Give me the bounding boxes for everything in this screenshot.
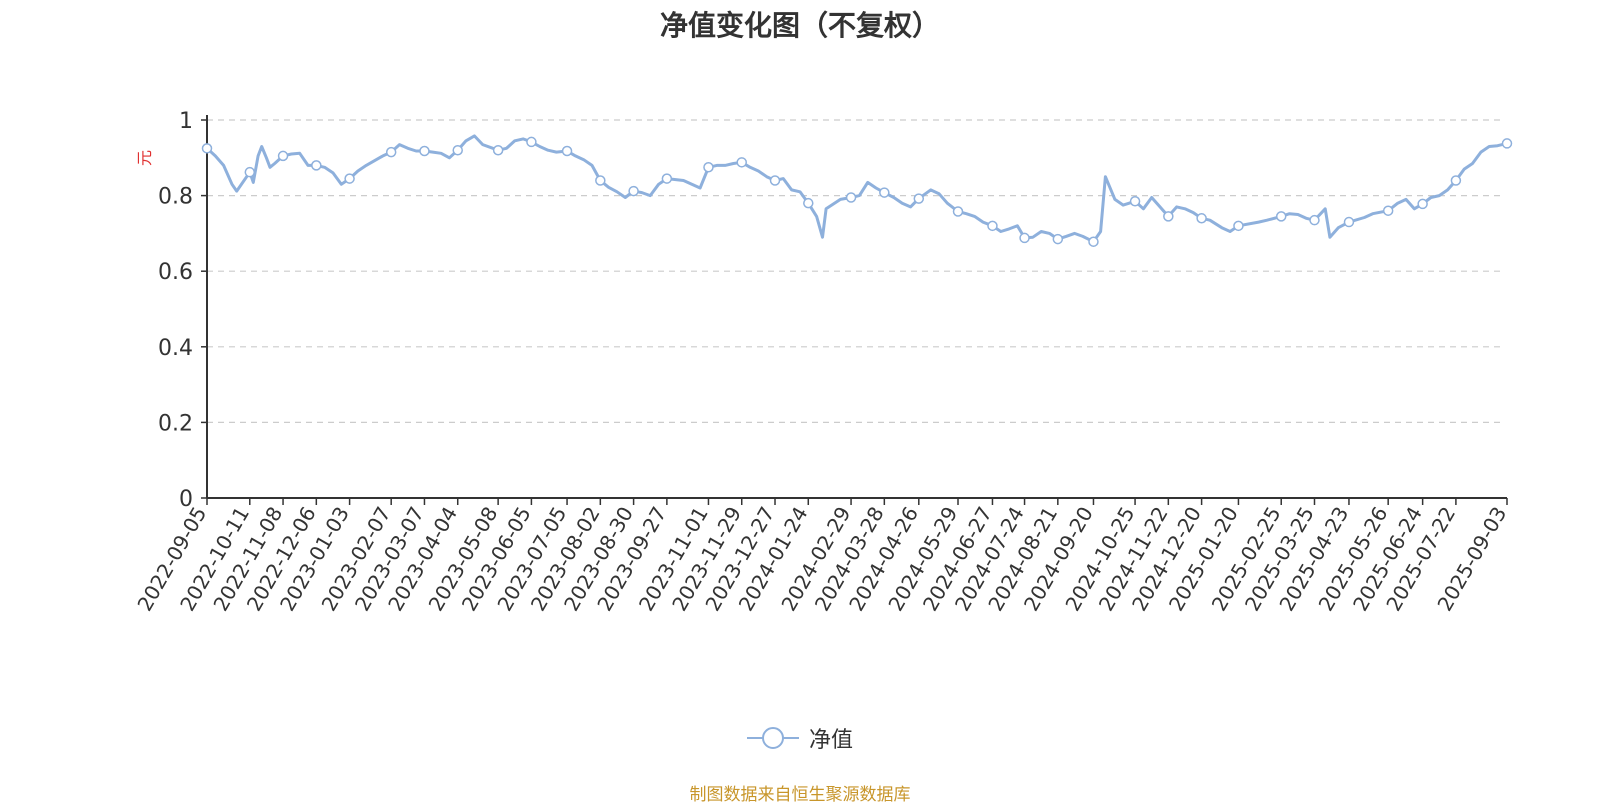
data-point-marker: [952, 206, 964, 217]
y-axis-unit: 元: [135, 150, 154, 166]
source-note: 制图数据来自恒生聚源数据库: [689, 785, 911, 805]
data-point-marker: [703, 162, 714, 173]
y-tick-label: 0.6: [158, 260, 193, 285]
chart-title: 净值变化图（不复权）: [659, 9, 940, 42]
y-tick-label: 0.2: [158, 411, 193, 436]
data-point-marker: [1129, 196, 1141, 207]
data-point-marker: [1196, 213, 1207, 224]
data-point-marker: [526, 136, 537, 148]
data-point-marker: [452, 144, 463, 156]
data-point-marker: [492, 144, 504, 156]
data-point-marker: [1052, 233, 1064, 245]
series-layer: [205, 134, 1508, 244]
data-point-marker: [311, 160, 322, 171]
y-tick-label: 0: [179, 487, 193, 512]
data-point-marker: [1275, 211, 1287, 222]
data-point-marker: [661, 173, 673, 184]
data-point-marker: [1309, 214, 1320, 226]
data-point-marker: [845, 192, 857, 203]
data-point-marker: [1501, 138, 1513, 149]
data-point-marker: [1343, 216, 1355, 228]
data-point-marker: [736, 157, 747, 168]
legend[interactable]: 净值: [0, 722, 1600, 754]
data-point-marker: [201, 143, 213, 154]
data-point-marker: [628, 185, 639, 197]
data-point-marker: [1088, 236, 1099, 247]
axis-layer: 00.20.40.60.812022-09-052022-10-112022-1…: [132, 109, 1511, 615]
series-line: [205, 134, 1508, 244]
data-point-marker: [244, 166, 256, 178]
y-tick-label: 1: [179, 109, 193, 134]
data-point-marker: [987, 220, 998, 232]
legend-label: 净值: [808, 728, 853, 753]
data-point-marker: [879, 187, 890, 198]
data-point-marker: [1233, 220, 1244, 232]
data-point-marker: [769, 175, 781, 186]
data-point-marker: [803, 197, 814, 209]
data-point-marker: [561, 145, 573, 157]
data-point-marker: [277, 150, 289, 162]
data-point-marker: [1019, 232, 1030, 244]
grid-layer: [207, 119, 1502, 423]
marker-layer: [201, 136, 1513, 247]
data-point-marker: [913, 193, 925, 204]
legend-line-marker-icon: [746, 727, 799, 749]
data-point-marker: [1163, 211, 1174, 222]
data-point-marker: [419, 145, 430, 157]
y-tick-label: 0.8: [158, 185, 193, 210]
data-point-marker: [344, 173, 355, 184]
data-point-marker: [1450, 175, 1462, 186]
y-tick-label: 0.4: [158, 336, 193, 361]
data-point-marker: [595, 175, 606, 186]
data-point-marker: [385, 146, 397, 158]
data-point-marker: [1382, 205, 1394, 216]
data-point-marker: [1417, 198, 1428, 210]
